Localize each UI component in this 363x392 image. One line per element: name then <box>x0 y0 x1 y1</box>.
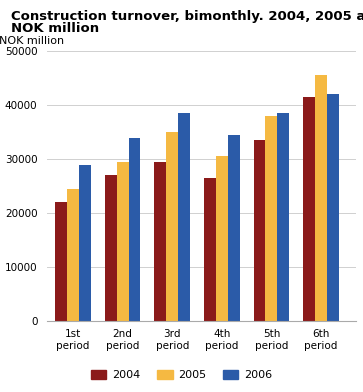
Bar <box>216 156 228 321</box>
Bar <box>129 138 140 321</box>
Legend: 2004, 2005, 2006: 2004, 2005, 2006 <box>89 367 274 383</box>
Bar <box>228 135 240 321</box>
Bar <box>154 162 166 321</box>
Bar <box>67 189 79 321</box>
Text: NOK million: NOK million <box>11 22 99 34</box>
Bar <box>79 165 91 321</box>
Bar <box>105 175 117 321</box>
Bar <box>277 113 289 321</box>
Text: Construction turnover, bimonthly. 2004, 2005 and 2006.: Construction turnover, bimonthly. 2004, … <box>11 10 363 23</box>
Bar <box>253 140 265 321</box>
Bar <box>327 94 339 321</box>
Bar <box>265 116 277 321</box>
Text: NOK million: NOK million <box>0 36 65 45</box>
Bar <box>315 75 327 321</box>
Bar <box>178 113 190 321</box>
Bar <box>55 202 67 321</box>
Bar <box>117 162 129 321</box>
Bar <box>303 97 315 321</box>
Bar <box>166 132 178 321</box>
Bar <box>204 178 216 321</box>
